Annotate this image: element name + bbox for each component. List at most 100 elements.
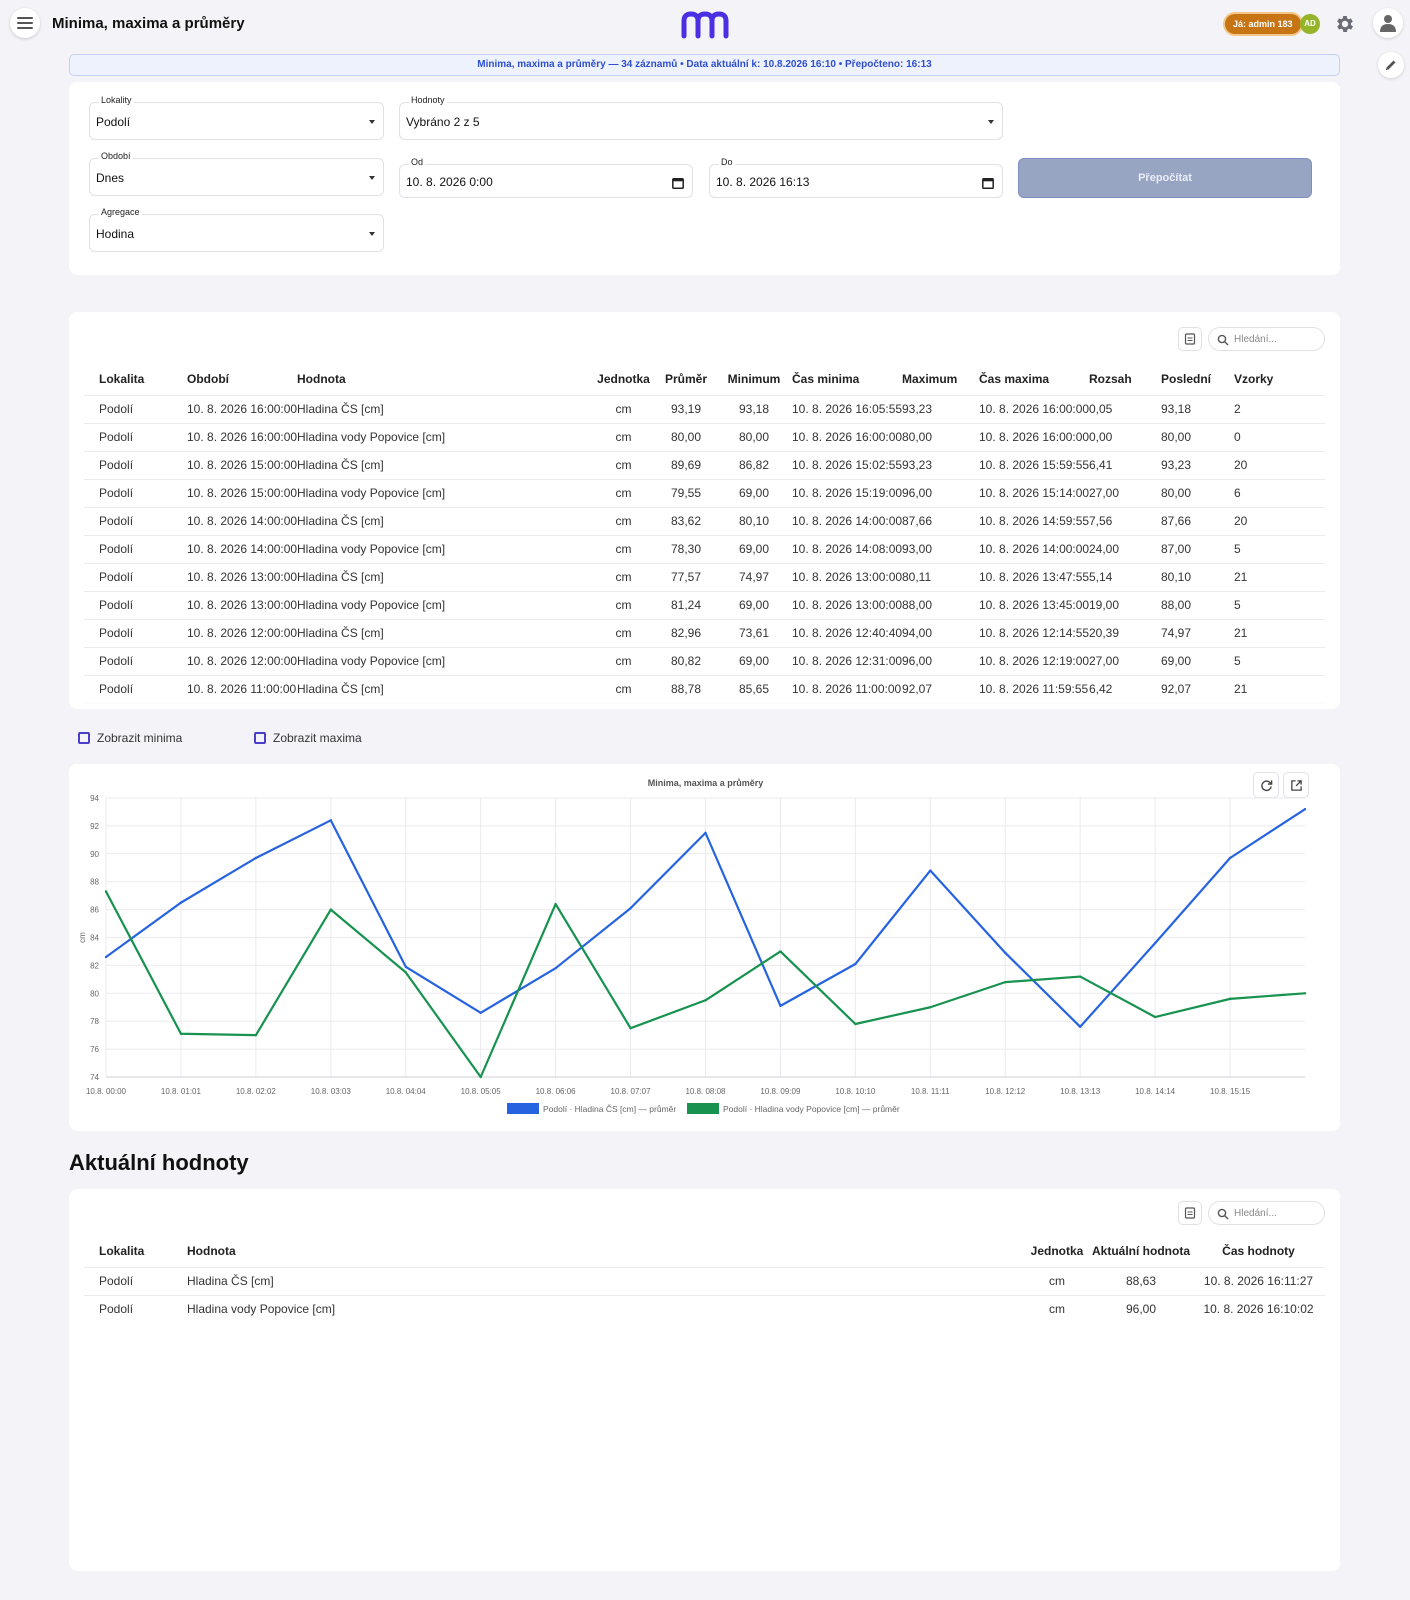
data-point [1303,807,1307,811]
od-value: 10. 8. 2026 0:00 [406,175,493,189]
column-header[interactable]: Jednotka [1030,1243,1084,1258]
recalculate-button[interactable]: Přepočítat [1018,158,1312,198]
data-point [329,819,333,822]
table-row[interactable]: Podolí 10. 8. 2026 14:00:00 Hladina vody P… [84,534,1325,563]
line-chart: Minima, maxima a průměry 74 76 78 80 82 84 86 88… [78,778,1307,1114]
calendar-icon[interactable] [672,176,684,194]
column-header[interactable]: Hodnota [297,371,346,386]
y-tick-label: 88 [90,878,99,887]
data-point [554,966,557,970]
current-search-input[interactable]: Hledání... [1208,1201,1325,1225]
refresh-icon[interactable] [1253,772,1279,798]
agregace-select[interactable]: Agregace Hodina [89,207,384,252]
export-csv-icon[interactable] [1178,327,1202,351]
obdobi-value: Dnes [96,171,125,185]
table-cell: Podolí [84,534,187,563]
column-header[interactable]: Čas hodnoty [1222,1243,1295,1258]
y-tick-label: 90 [90,850,99,859]
hamburger-menu-icon[interactable] [10,8,40,38]
table-cell: 80,00 [1161,422,1234,451]
table-cell: 87,66 [1161,506,1234,535]
table-cell: 82,96 [656,618,716,647]
table-row[interactable]: Podolí 10. 8. 2026 12:00:00 Hladina vody P… [84,646,1325,675]
stats-search-input[interactable]: Hledání... [1208,327,1325,351]
column-header[interactable]: Maximum [902,371,958,386]
edit-pencil-icon[interactable] [1378,52,1404,78]
table-cell: 20 [1234,506,1325,535]
x-tick-label: 10.8. 11:11 [911,1087,950,1096]
table-cell: 80,00 [656,422,716,451]
column-header[interactable]: Rozsah [1089,371,1132,386]
column-header[interactable]: Hodnota [187,1243,236,1258]
y-tick-label: 94 [90,794,99,803]
table-cell: 10. 8. 2026 12:31:00 [792,646,902,675]
column-header[interactable]: Průměr [664,371,708,386]
calendar-icon[interactable] [982,176,994,194]
data-point [704,831,707,835]
gear-icon[interactable] [1331,10,1359,38]
table-row[interactable]: Podolí 10. 8. 2026 13:00:00 Hladina ČS [cm… [84,562,1325,591]
user-profile-icon[interactable] [1373,8,1403,38]
column-header[interactable]: Vzorky [1234,371,1274,386]
table-row[interactable]: Podolí Hladina vody Popovice [cm] cm 96,00 1… [84,1294,1325,1323]
table-row[interactable]: Podolí 10. 8. 2026 16:00:00 Hladina ČS [cm… [84,394,1325,423]
table-cell: 80,00 [1161,478,1234,507]
lokality-select[interactable]: Lokality Podolí [89,95,384,140]
table-cell: 96,00 [902,478,979,507]
data-point [329,908,333,911]
lokality-label: Lokality [99,95,134,105]
od-date-input[interactable]: Od 10. 8. 2026 0:00 [399,157,693,198]
table-row[interactable]: Podolí 10. 8. 2026 15:00:00 Hladina vody P… [84,478,1325,507]
table-cell: Podolí [84,646,187,675]
table-cell: cm [591,618,656,647]
table-cell: Hladina vody Popovice [cm] [297,478,591,507]
table-row[interactable]: Podolí Hladina ČS [cm] cm 88,63 10. 8. 2026 … [84,1266,1325,1295]
table-cell: 10. 8. 2026 16:11:27 [1192,1266,1325,1295]
hodnoty-select[interactable]: Hodnoty Vybráno 2 z 5 [399,95,1003,140]
data-point [479,1075,482,1079]
table-cell: 80,11 [902,562,979,591]
obdobi-select[interactable]: Období Dnes [89,151,384,196]
table-cell: cm [591,506,656,535]
column-header[interactable]: Jednotka [597,371,650,386]
app-logo[interactable] [680,9,730,44]
column-header[interactable]: Čas maxima [979,371,1050,386]
table-cell: 96,00 [1090,1294,1192,1323]
user-badge[interactable]: Já: admin 183 [1225,14,1301,34]
column-header[interactable]: Aktuální hodnota [1092,1243,1190,1258]
table-cell: 83,62 [656,506,716,535]
hodnoty-value: Vybráno 2 z 5 [406,115,480,129]
export-csv-icon[interactable] [1178,1201,1202,1225]
show-minima-checkbox[interactable]: Zobrazit minima [78,731,182,745]
do-date-input[interactable]: Do 10. 8. 2026 16:13 [709,157,1003,198]
table-row[interactable]: Podolí 10. 8. 2026 12:00:00 Hladina ČS [cm… [84,618,1325,647]
table-row[interactable]: Podolí 10. 8. 2026 16:00:00 Hladina vody P… [84,422,1325,451]
x-tick-label: 10.8. 02:02 [236,1087,277,1096]
table-row[interactable]: Podolí 10. 8. 2026 14:00:00 Hladina ČS [cm… [84,506,1325,535]
column-header[interactable]: Minimum [727,371,781,386]
data-point [1004,951,1007,955]
avatar[interactable]: AD [1300,14,1320,34]
y-tick-label: 78 [90,1017,99,1026]
data-point [854,962,857,966]
table-cell: Hladina vody Popovice [cm] [297,646,591,675]
show-maxima-checkbox[interactable]: Zobrazit maxima [254,731,362,745]
agregace-label: Agregace [99,207,142,217]
column-header[interactable]: Čas minima [792,371,860,386]
table-cell: 10. 8. 2026 13:00:00 [187,562,297,591]
column-header[interactable]: Období [187,371,229,386]
table-cell: 10. 8. 2026 16:10:02 [1192,1294,1325,1323]
column-header[interactable]: Lokalita [99,371,145,386]
table-row[interactable]: Podolí 10. 8. 2026 13:00:00 Hladina vody P… [84,590,1325,619]
table-cell: 87,66 [902,506,979,535]
y-tick-label: 74 [90,1073,99,1082]
show-minima-label: Zobrazit minima [97,731,183,745]
column-header[interactable]: Lokalita [99,1243,145,1258]
table-cell: 94,00 [902,618,979,647]
x-tick-label: 10.8. 14:14 [1135,1087,1176,1096]
table-row[interactable]: Podolí 10. 8. 2026 15:00:00 Hladina ČS [cm… [84,450,1325,479]
table-cell: cm [591,562,656,591]
current-values-table: Lokalita Hodnota Jednotka Aktuální hodnota Č… [84,1235,1325,1323]
column-header[interactable]: Poslední [1161,371,1212,386]
table-cell: cm [1024,1294,1090,1323]
